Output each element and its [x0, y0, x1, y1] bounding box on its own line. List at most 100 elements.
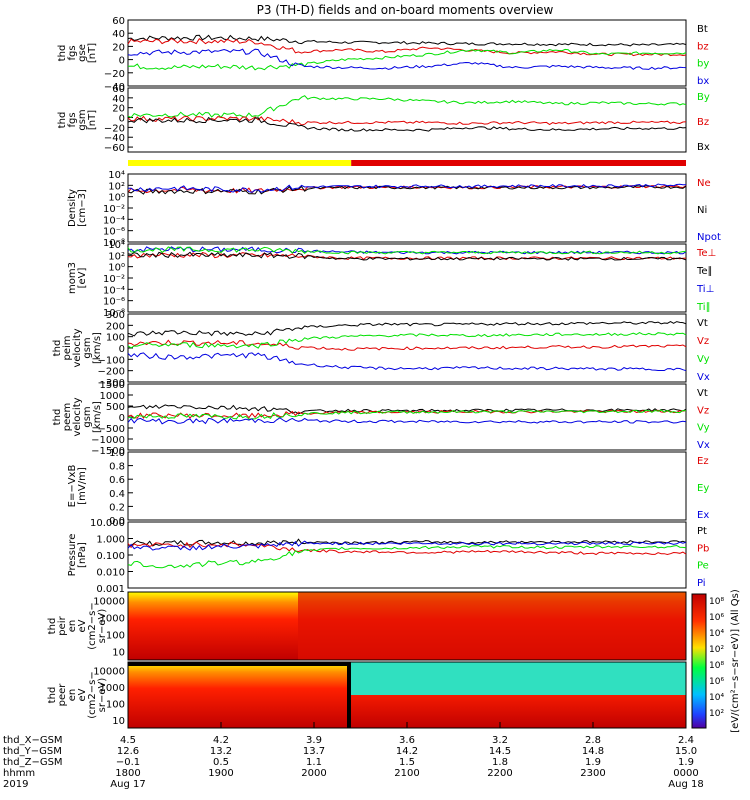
y-tick-label: 10⁻⁴ — [103, 215, 125, 226]
legend-Ez: Ez — [697, 456, 709, 467]
y-tick-label: 10⁻² — [103, 204, 125, 215]
spectrogram-region — [298, 592, 686, 660]
y-tick-label: 10.000 — [90, 518, 125, 529]
panel-ylabel: thd — [52, 340, 63, 357]
panel-efield: E=−VxB [mV/m] 1.0 0.8 0.6 0.4 0.2 0.0 Ez Ey Ex — [67, 448, 709, 527]
legend-Ti∥: Ti∥ — [696, 302, 711, 313]
x-tick-label: 2200 — [487, 768, 512, 779]
legend-Pe: Pe — [697, 561, 709, 572]
panel-ylabel: (cm2−s− — [87, 671, 98, 718]
series-line-Pb — [127, 541, 687, 556]
colorbar-tick-label: 10² — [709, 709, 724, 719]
panel-frame — [127, 591, 687, 661]
y-tick-label: −60 — [104, 143, 125, 154]
panel-frame — [127, 521, 687, 589]
series-line-Bx — [127, 116, 687, 132]
y-tick-label: 10⁻⁶ — [103, 297, 125, 308]
figure-title: P3 (TH-D) fields and on-board moments ov… — [257, 3, 554, 17]
x-row-label: 2019 — [3, 779, 28, 790]
panel-ylabel: [km/s] — [92, 332, 103, 364]
panel-ylabel: thd — [57, 45, 68, 62]
y-tick-label: 10 — [112, 716, 125, 727]
panel-ylabel: thd — [57, 112, 68, 129]
series-line-Npot — [127, 183, 686, 193]
y-tick-label: 1000 — [100, 614, 125, 625]
panel-ylabel: [eV] — [77, 268, 88, 289]
panel-ylabel: peir — [57, 615, 68, 635]
x-tick-label: 3.6 — [399, 735, 415, 746]
legend-Vx: Vx — [697, 372, 710, 383]
colorbar-tick-label: 10² — [709, 645, 724, 655]
panel-ylabel: gsm — [82, 337, 93, 358]
y-tick-label: 10² — [108, 251, 125, 262]
y-tick-label: −20 — [104, 69, 125, 80]
legend-Bt: Bt — [697, 24, 708, 35]
colorbar-label: [eV/(cm²−s−sr−eV)] (All Qs) — [730, 589, 741, 733]
y-tick-label: 100 — [106, 699, 125, 710]
y-tick-label: 10⁻⁸ — [103, 238, 125, 249]
series-line-Vx — [127, 417, 687, 425]
series-line-Vt — [127, 404, 687, 415]
legend-Npot: Npot — [697, 232, 721, 243]
legend-Vx: Vx — [697, 440, 710, 451]
panel-ylabel: gsm — [82, 406, 93, 427]
panel-ylabel: velocity — [72, 397, 83, 436]
colorbar-tick-label: 10⁸ — [709, 661, 724, 671]
legend-Ey: Ey — [697, 483, 709, 494]
legend-Vt: Vt — [697, 318, 708, 329]
y-tick-label: 1000 — [100, 391, 125, 402]
y-tick-label: 10⁻⁴ — [103, 285, 125, 296]
y-tick-label: −300 — [98, 378, 125, 389]
legend-Ex: Ex — [697, 510, 709, 521]
y-tick-label: −40 — [104, 133, 125, 144]
colorbar — [691, 593, 707, 729]
y-tick-label: 300 — [106, 310, 125, 321]
legend-bx: bx — [697, 76, 709, 87]
legend-Te⊥: Te⊥ — [696, 248, 716, 259]
y-tick-label: 10⁻⁸ — [103, 308, 125, 319]
y-tick-label: 1.000 — [96, 535, 125, 546]
colorbar-tick-label: 10⁸ — [709, 597, 724, 607]
x-tick-label: 1.5 — [399, 757, 415, 768]
panel-ylabel: gsm — [77, 109, 88, 130]
y-tick-label: 0.100 — [96, 551, 125, 562]
x-tick-label: 12.6 — [117, 746, 139, 757]
y-tick-label: 200 — [106, 321, 125, 332]
spectrogram-gap — [128, 662, 348, 666]
panel-frame — [127, 19, 687, 87]
x-tick-label: 0000 — [673, 768, 698, 779]
x-row-label: thd_Z−GSM — [3, 757, 63, 768]
y-tick-label: 0.6 — [109, 475, 125, 486]
series-line-Pi — [127, 540, 687, 551]
x-tick-label: 1800 — [115, 768, 140, 779]
panel-ylabel: eV — [77, 619, 88, 632]
y-tick-label: 60 — [112, 84, 125, 95]
series-line-Vx — [127, 352, 687, 372]
y-tick-label: 20 — [112, 104, 125, 115]
panel-ylabel: [nT] — [87, 110, 98, 130]
series-line-Bt — [127, 34, 687, 47]
colorbar-tick-label: 10⁶ — [709, 613, 724, 623]
spectrogram-region — [350, 662, 686, 695]
panel-moms: mom3 [eV]10⁴10²10⁰10⁻²10⁻⁴10⁻⁶10⁻⁸Te⊥Te∥T… — [67, 240, 716, 319]
panel-ylabel: fgs — [67, 112, 78, 127]
y-tick-label: 1500 — [100, 380, 125, 391]
mode-bar-yellow — [128, 160, 352, 166]
mode-bar-red — [351, 160, 686, 166]
legend-Vt: Vt — [697, 388, 708, 399]
panel-ylabel: thd — [47, 618, 58, 635]
panel-density: Density [cm−3]10⁴10²10⁰10⁻²10⁻⁴10⁻⁶10⁻⁸Ne… — [67, 170, 721, 249]
x-tick-label: 1.9 — [585, 757, 601, 768]
legend-By: By — [697, 92, 710, 103]
x-tick-label: Aug 18 — [668, 779, 703, 790]
y-tick-label: 10000 — [93, 666, 125, 677]
panel-ylabel: thd — [47, 687, 58, 704]
y-tick-label: 500 — [106, 402, 125, 413]
y-tick-label: −40 — [104, 82, 125, 93]
legend-Vy: Vy — [697, 423, 710, 434]
panel-ylabel: (cm2−s− — [87, 602, 98, 649]
x-row-label: hhmm — [3, 768, 35, 779]
y-tick-label: 60 — [112, 16, 125, 27]
panel-peer: thd peer en eV (cm2−s− sr−eV)10000 1000 100 10 — [47, 661, 687, 729]
